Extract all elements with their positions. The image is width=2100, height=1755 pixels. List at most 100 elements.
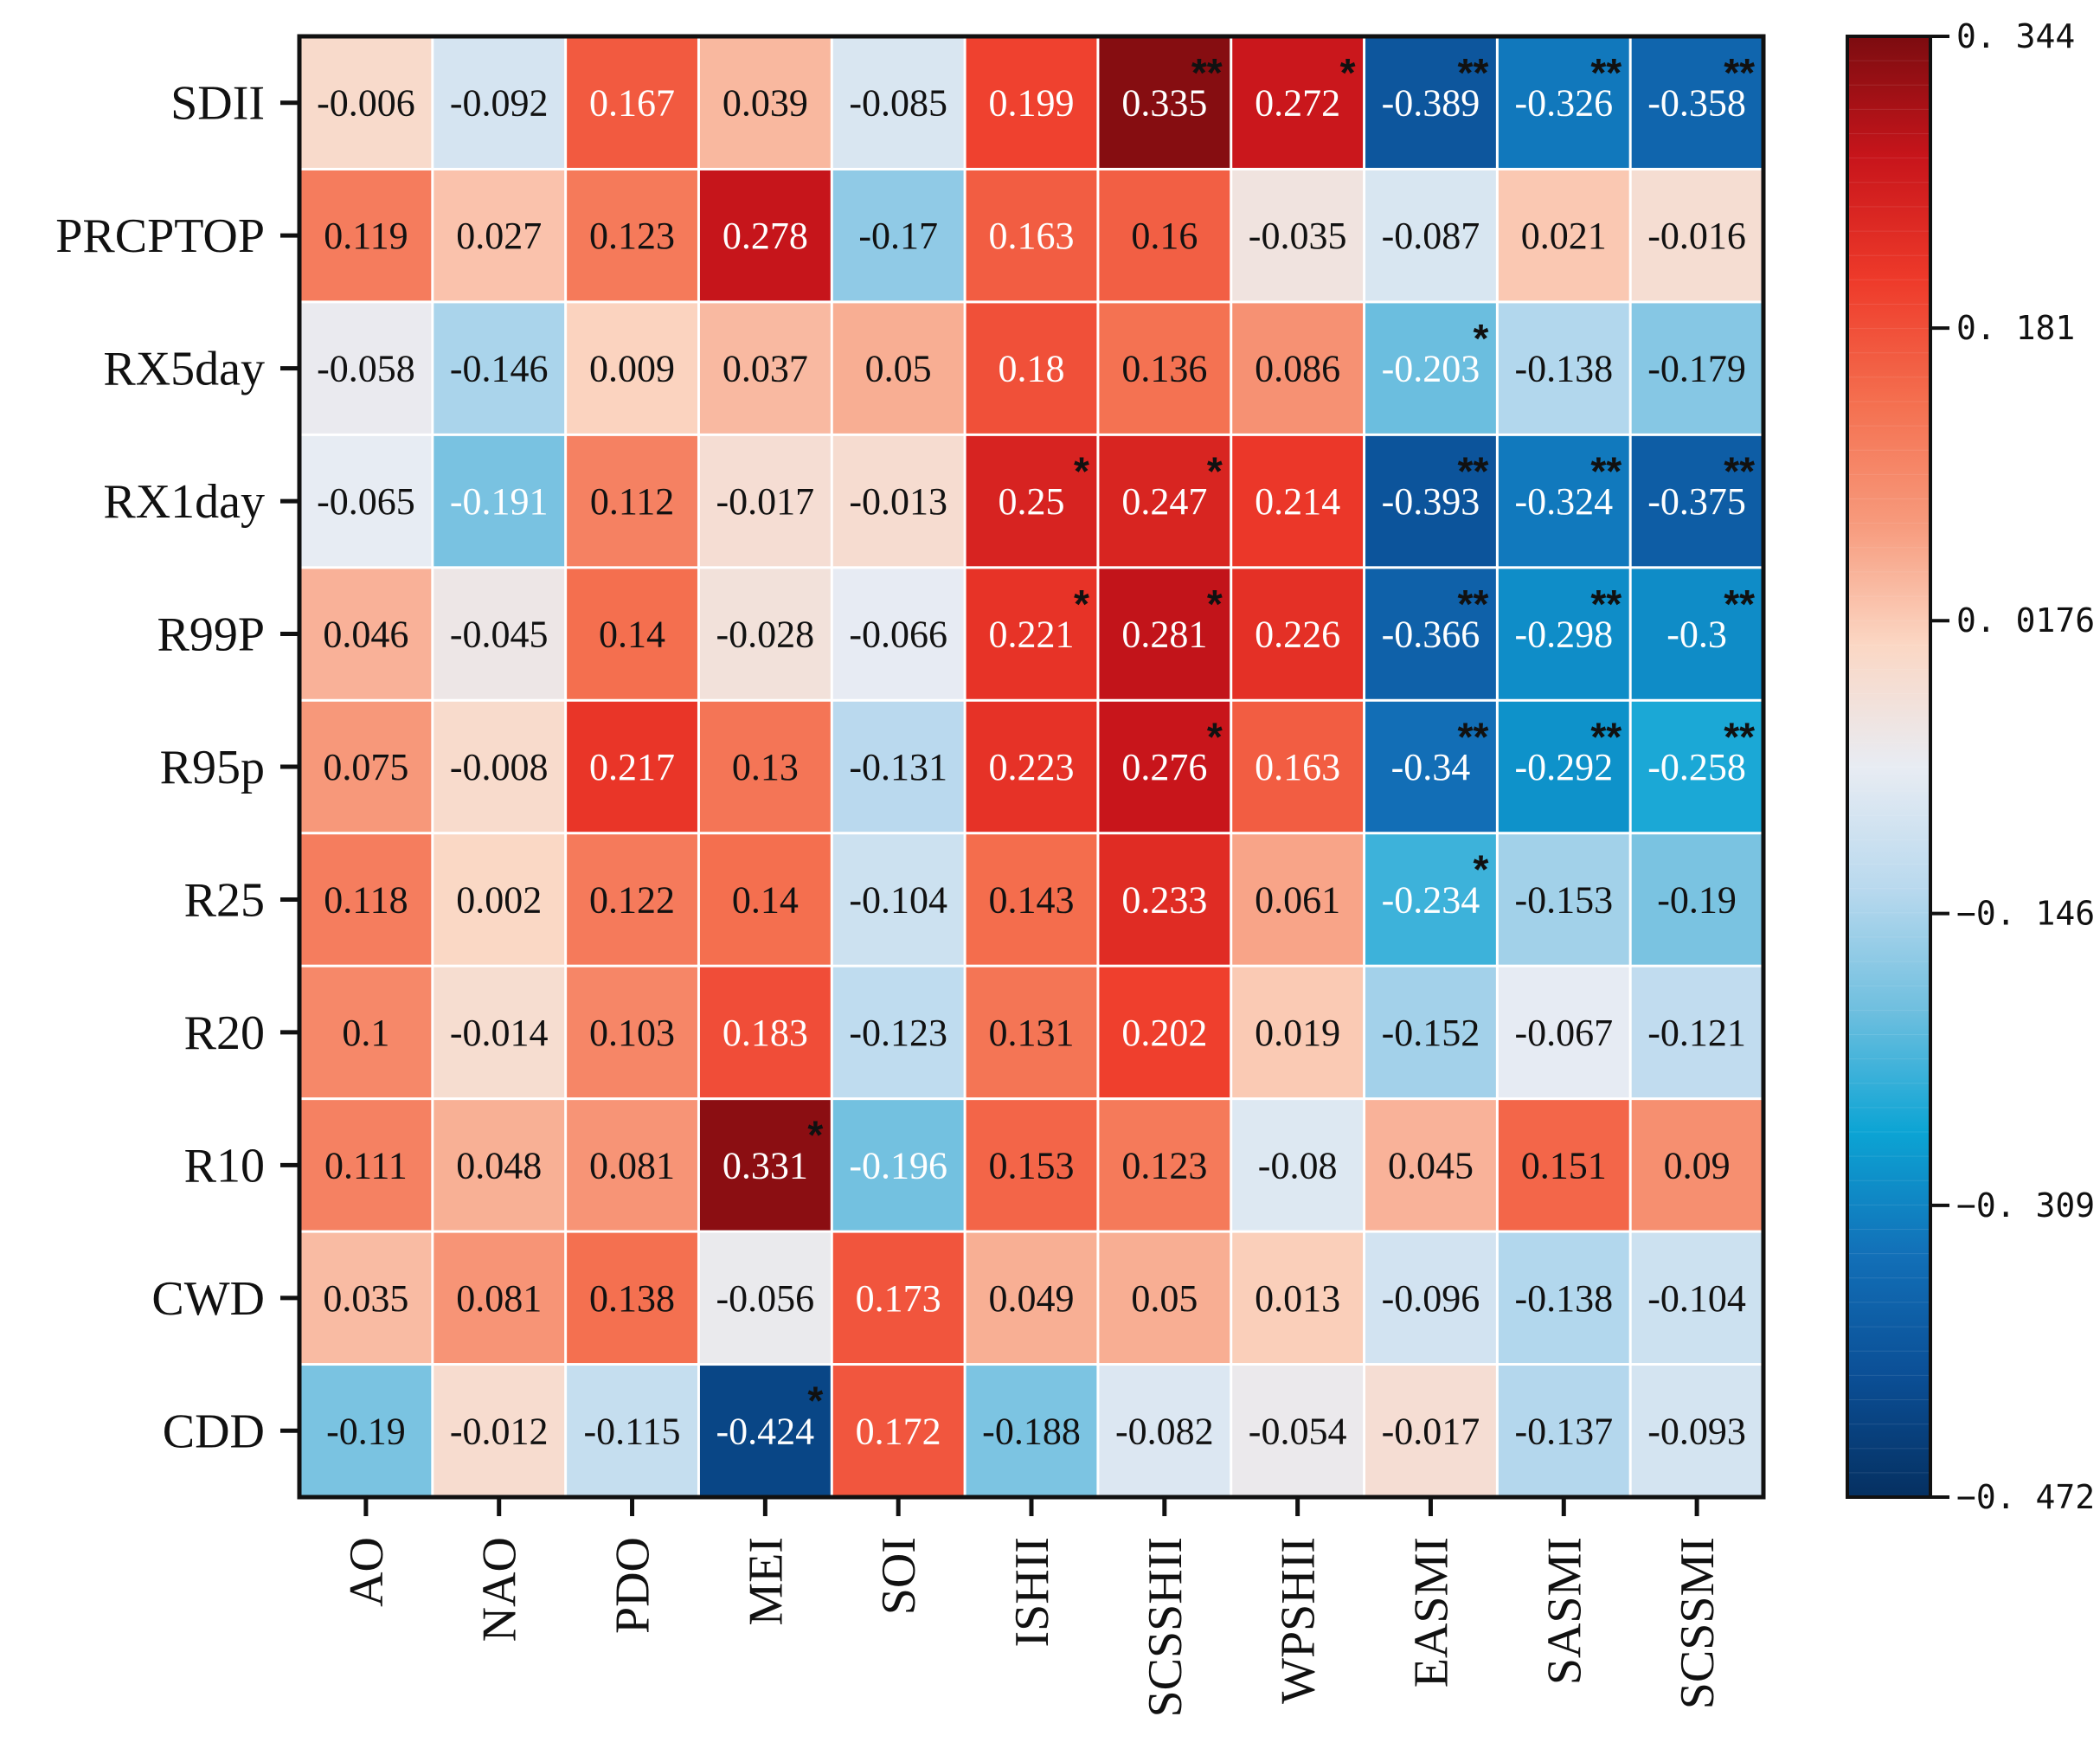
heatmap-cell: 0.123 (1099, 1100, 1230, 1231)
cell-fill (1099, 967, 1230, 1098)
cell-value-label: 0.05 (865, 348, 932, 390)
heatmap-cell: 0.335** (1099, 37, 1230, 168)
cell-value-label: -0.045 (450, 614, 549, 656)
cell-fill (300, 1100, 432, 1231)
heatmap-cell: -0.19 (1631, 834, 1763, 965)
cell-fill (433, 701, 565, 832)
heatmap-cell: -0.393** (1365, 435, 1496, 567)
column-label: EASMI (1404, 1537, 1458, 1688)
heatmap-cell: -0.146 (433, 303, 565, 434)
cell-value-label: 0.167 (589, 82, 675, 125)
heatmap-cell: 0.25* (966, 435, 1097, 567)
cell-value-label: 0.25 (999, 480, 1065, 523)
heatmap-cell: 0.14 (567, 569, 697, 699)
cell-fill (1498, 1366, 1629, 1496)
cell-fill (1232, 435, 1364, 567)
cell-fill (567, 1100, 697, 1231)
cell-fill (1099, 303, 1230, 434)
cell-fill (1631, 170, 1763, 301)
heatmap-cell: 0.247* (1099, 435, 1230, 567)
cell-value-label: -0.292 (1514, 746, 1613, 788)
heatmap-cell: 0.118 (300, 834, 432, 965)
heatmap-cell: -0.017 (699, 435, 831, 567)
cell-fill (699, 1100, 831, 1231)
heatmap-cell: -0.104 (1631, 1232, 1763, 1364)
cell-value-label: 0.045 (1388, 1144, 1474, 1186)
cell-value-label: -0.191 (450, 480, 549, 523)
heatmap-cell: -0.324** (1498, 435, 1629, 567)
cell-fill (699, 37, 831, 168)
heatmap-cell: 0.1 (300, 967, 432, 1098)
heatmap-cell: -0.092 (433, 37, 565, 168)
cell-fill (1232, 1232, 1364, 1364)
cell-fill (1232, 170, 1364, 301)
cell-fill (300, 967, 432, 1098)
cell-fill (1631, 1100, 1763, 1231)
heatmap-cell: 0.039 (699, 37, 831, 168)
heatmap-cell: -0.056 (699, 1232, 831, 1364)
cell-fill (1365, 170, 1496, 301)
colorbar-tick-label: −0. 146 (1956, 895, 2095, 933)
cell-fill (966, 569, 1097, 699)
heatmap-cell: -0.131 (832, 701, 964, 832)
cell-fill (1631, 1366, 1763, 1496)
heatmap-cell: 0.013 (1232, 1232, 1364, 1364)
cell-value-label: 0.086 (1255, 348, 1340, 390)
heatmap-cell: 0.202 (1099, 967, 1230, 1098)
cell-value-label: 0.119 (324, 215, 408, 257)
heatmap-cell: 0.122 (567, 834, 697, 965)
heatmap-cells: -0.006 -0.092 0.167 0.039 -0.085 0.199 0.335**… (299, 36, 1763, 1497)
cell-fill (832, 834, 964, 965)
cell-value-label: -0.152 (1382, 1012, 1480, 1054)
significance-marker: * (1207, 448, 1223, 493)
cell-value-label: -0.028 (716, 614, 815, 656)
heatmap-cell: -0.096 (1365, 1232, 1496, 1364)
row-label: R99P (157, 608, 266, 662)
heatmap-cell: -0.203* (1365, 303, 1496, 434)
cell-value-label: -0.123 (849, 1012, 947, 1054)
cell-fill (699, 303, 831, 434)
cell-fill (1631, 37, 1763, 168)
heatmap-cell: 0.272* (1232, 37, 1364, 168)
heatmap-cell: -0.104 (832, 834, 964, 965)
heatmap-cell: -0.08 (1232, 1100, 1364, 1231)
heatmap-cell: 0.163 (1232, 701, 1364, 832)
cell-fill (300, 1232, 432, 1364)
cell-value-label: 0.075 (323, 746, 408, 788)
cell-value-label: 0.163 (989, 215, 1075, 257)
heatmap-cell: 0.112 (567, 435, 697, 567)
cell-fill (300, 435, 432, 567)
significance-marker: ** (1191, 50, 1223, 95)
cell-value-label: 0.335 (1121, 82, 1207, 125)
cell-fill (832, 701, 964, 832)
heatmap-cell: 0.221* (966, 569, 1097, 699)
cell-value-label: 0.118 (324, 878, 408, 921)
cell-fill (1631, 569, 1763, 699)
cell-value-label: -0.087 (1382, 215, 1480, 257)
significance-marker: ** (1458, 714, 1489, 759)
cell-value-label: 0.049 (989, 1277, 1075, 1320)
cell-value-label: 0.046 (323, 614, 408, 656)
heatmap-cell: 0.199 (966, 37, 1097, 168)
heatmap-cell: 0.046 (300, 569, 432, 699)
cell-fill (1631, 1232, 1763, 1364)
column-labels: AO NAO PDO MEI SOI ISHII SCSSHII WPSHII EASMI SAS… (340, 1497, 1724, 1718)
cell-value-label: -0.093 (1647, 1410, 1746, 1452)
cell-value-label: 0.202 (1121, 1012, 1207, 1054)
cell-fill (1099, 435, 1230, 567)
cell-value-label: -0.203 (1382, 348, 1480, 390)
heatmap-cell: -0.138 (1498, 303, 1629, 434)
cell-fill (300, 37, 432, 168)
cell-value-label: -0.258 (1647, 746, 1746, 788)
cell-value-label: -0.056 (716, 1277, 815, 1320)
significance-marker: ** (1590, 582, 1622, 627)
colorbar-gradient (1847, 36, 1930, 1497)
heatmap-cell: -0.082 (1099, 1366, 1230, 1496)
cell-value-label: -0.146 (450, 348, 549, 390)
heatmap-cell: 0.05 (1099, 1232, 1230, 1364)
heatmap-cell: -0.375** (1631, 435, 1763, 567)
cell-fill (1232, 701, 1364, 832)
cell-fill (966, 1100, 1097, 1231)
cell-fill (1099, 701, 1230, 832)
cell-value-label: -0.104 (1647, 1277, 1746, 1320)
